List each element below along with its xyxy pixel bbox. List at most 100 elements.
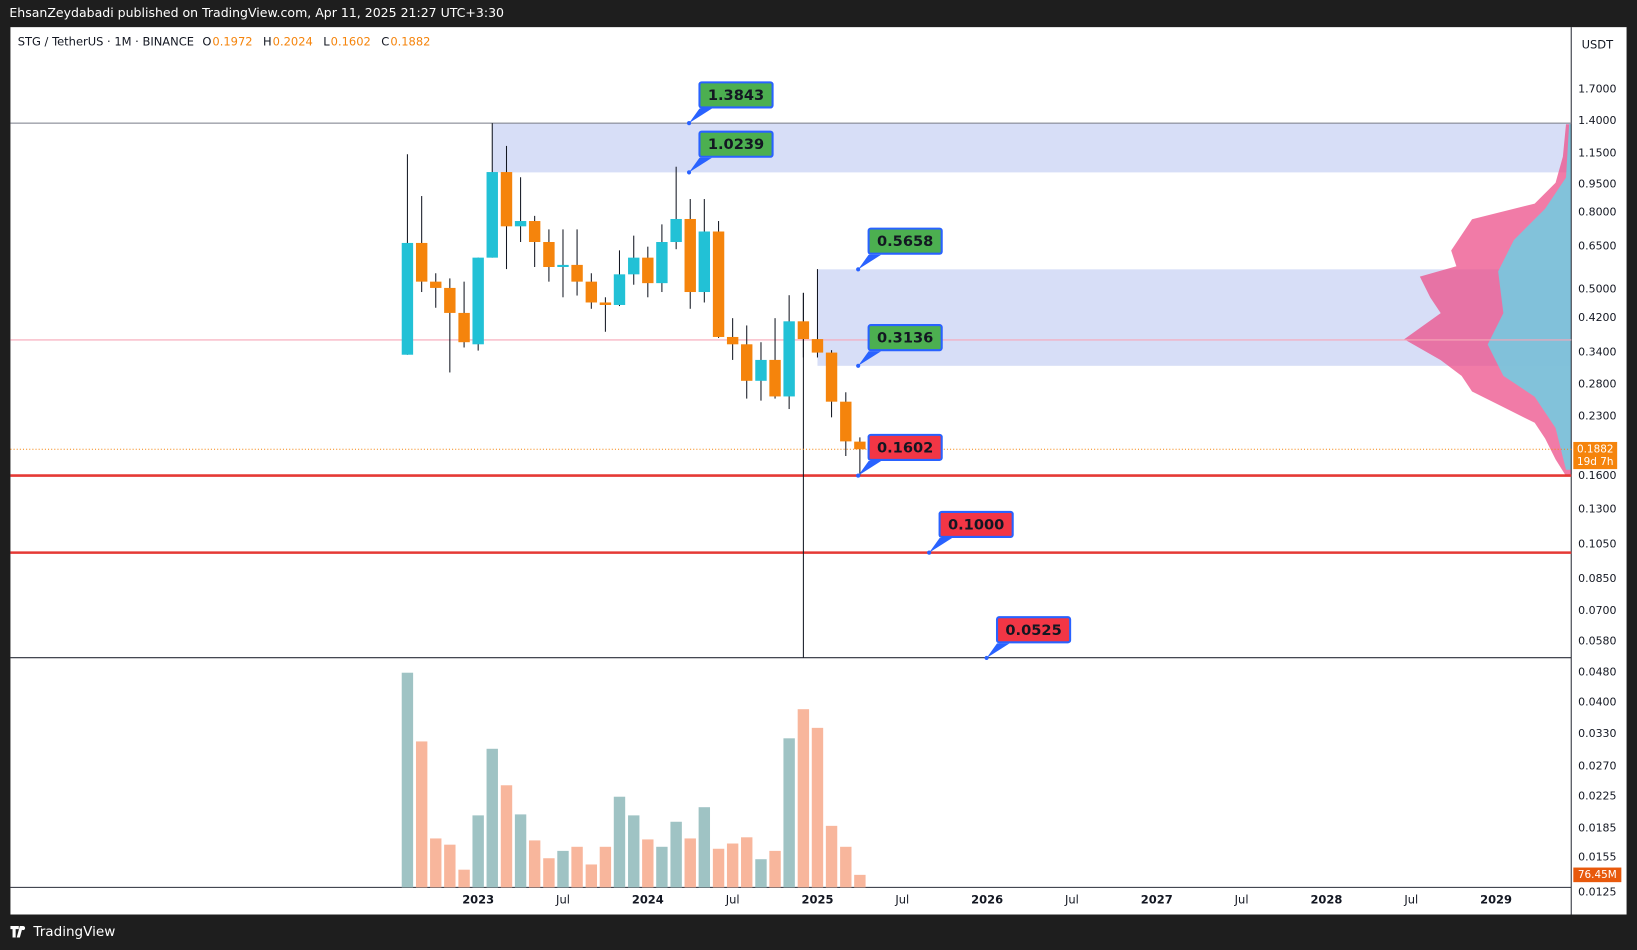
candle-body: [854, 441, 866, 450]
volume-bar: [401, 672, 414, 888]
candle-body: [500, 172, 513, 227]
zone: [492, 123, 1572, 173]
candle-body: [444, 287, 456, 313]
candle-body: [557, 264, 569, 267]
level-anchor: [856, 363, 861, 368]
candle-body: [656, 242, 668, 284]
x-tick-label: 2025: [802, 892, 834, 906]
y-tick-label: 1.1500: [1578, 146, 1616, 159]
volume-bar: [656, 846, 668, 888]
candle-body: [698, 231, 711, 293]
y-tick-label: 0.2300: [1578, 409, 1616, 422]
x-tick-label: 2024: [632, 892, 664, 906]
candle-body: [712, 231, 725, 337]
level-anchor: [856, 473, 861, 478]
volume-bar: [557, 850, 569, 888]
volume-bar: [755, 859, 767, 888]
y-tick-label: 0.9500: [1578, 178, 1616, 191]
candle-body: [628, 257, 640, 275]
y-tick-label: 0.0185: [1578, 821, 1616, 834]
candle-body: [599, 302, 612, 305]
y-tick-label: 0.5000: [1578, 283, 1616, 296]
candle-body: [514, 221, 527, 227]
candle-body: [430, 281, 442, 288]
volume-bar: [628, 815, 640, 888]
level-box: [867, 227, 943, 255]
last-price-box: [1573, 441, 1618, 470]
y-tick-label: 0.0700: [1578, 604, 1616, 617]
brand-logo: [10, 925, 26, 938]
candle-body: [528, 221, 541, 243]
volume-bar: [741, 837, 753, 888]
x-tick-label: 2026: [971, 892, 1003, 906]
level-label: 0.1602: [877, 439, 933, 456]
level-box: [698, 130, 774, 158]
level-label: 0.1000: [948, 516, 1004, 533]
y-tick-label: 0.0125: [1578, 886, 1616, 899]
level-anchor: [927, 550, 932, 555]
volume-bar: [769, 850, 781, 888]
candle-body: [840, 401, 852, 442]
y-tick-label: 0.0270: [1578, 760, 1616, 773]
publisher: EhsanZeydabadi published on TradingView.…: [9, 5, 504, 20]
volume-bar: [797, 709, 810, 888]
y-tick-label: 1.4000: [1578, 114, 1616, 127]
candle-body: [670, 218, 682, 243]
candle-body: [825, 352, 838, 402]
volume-bar: [854, 874, 866, 888]
volume-last-label: 76.45M: [1578, 869, 1617, 881]
candle-body: [769, 359, 781, 397]
x-tick-label: 2029: [1480, 892, 1512, 906]
y-tick-label: 0.0155: [1578, 850, 1616, 863]
x-tick-label: 2023: [462, 892, 494, 906]
symbol: STG / TetherUS · 1M · BINANCE: [18, 34, 194, 48]
volume-bar: [430, 838, 442, 888]
volume-bar: [811, 727, 824, 888]
candle-body: [797, 321, 810, 340]
volume-bar: [825, 825, 838, 888]
last-price-label: 0.1882: [1577, 443, 1613, 455]
y-tick-label: 0.1300: [1578, 503, 1616, 516]
level-label: 1.3843: [708, 87, 764, 104]
symbol-legend: STG / TetherUS · 1M · BINANCE O0.1972 H0.2…: [18, 34, 431, 48]
y-tick-label: 0.0480: [1578, 666, 1616, 679]
volume-bar: [585, 864, 598, 888]
volume-bar: [599, 846, 612, 888]
level-box: [938, 510, 1014, 539]
volume-bar: [514, 814, 527, 888]
candle-body: [741, 344, 753, 381]
level-box: [698, 81, 774, 109]
level-anchor: [686, 170, 692, 175]
level-box: [995, 616, 1072, 644]
candle-body: [543, 242, 555, 267]
ohlc-key: H: [263, 34, 272, 48]
volume-bar: [840, 846, 852, 888]
candle-body: [585, 281, 598, 303]
ohlc-key: O: [202, 34, 211, 48]
currency: USDT: [1582, 37, 1615, 51]
x-tick-label: Jul: [1234, 892, 1249, 906]
volume-bar: [458, 869, 470, 888]
candle-body: [458, 312, 470, 343]
candle-body: [571, 264, 583, 282]
level-anchor: [856, 267, 861, 272]
ohlc-value: 0.1972: [212, 34, 252, 48]
level-anchor: [686, 121, 692, 126]
volume-bar: [486, 748, 498, 888]
volume-bar: [698, 807, 711, 888]
x-tick-label: 2027: [1141, 892, 1173, 906]
volume-bar: [670, 821, 682, 888]
level-label: 1.0239: [708, 136, 764, 153]
y-tick-label: 0.1600: [1578, 469, 1616, 482]
y-tick-label: 0.6500: [1578, 240, 1616, 253]
y-tick-label: 0.0850: [1578, 572, 1616, 585]
volume-bar: [726, 843, 739, 888]
candle-body: [783, 321, 795, 397]
level-box: [867, 324, 943, 352]
y-tick-label: 0.4200: [1578, 311, 1616, 324]
candle-body: [415, 242, 428, 282]
candle-body: [811, 339, 824, 353]
y-tick-label: 0.8000: [1578, 206, 1616, 219]
